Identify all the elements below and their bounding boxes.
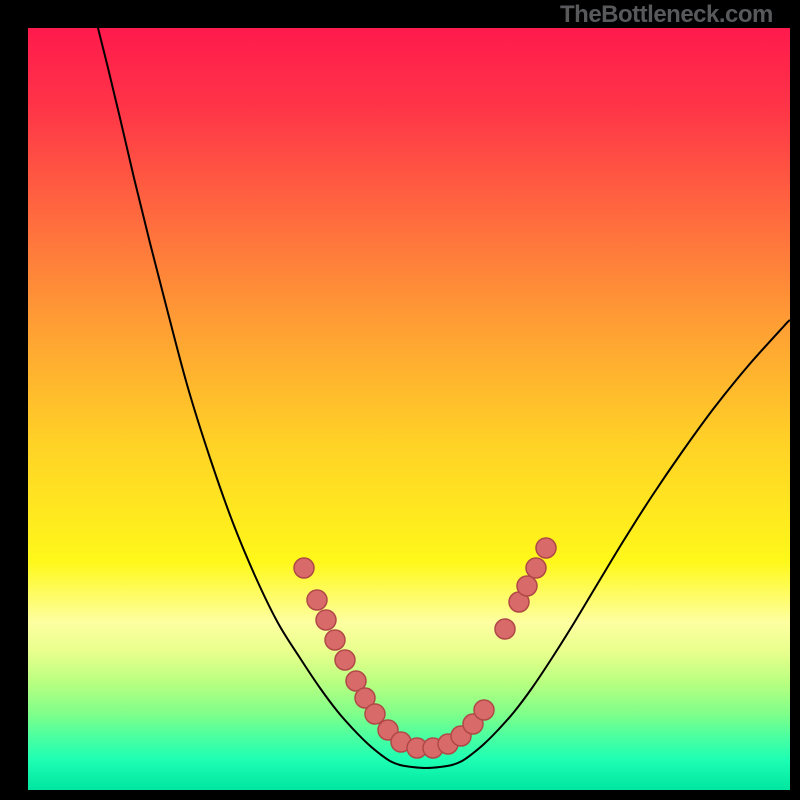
data-marker bbox=[316, 610, 336, 630]
watermark-text: TheBottleneck.com bbox=[560, 1, 773, 29]
gradient-background bbox=[28, 28, 790, 790]
data-marker bbox=[294, 558, 314, 578]
data-marker bbox=[325, 630, 345, 650]
data-marker bbox=[495, 619, 515, 639]
data-marker bbox=[536, 538, 556, 558]
chart-plot-area bbox=[28, 28, 790, 790]
data-marker bbox=[307, 590, 327, 610]
data-marker bbox=[335, 650, 355, 670]
chart-svg bbox=[28, 28, 790, 790]
data-marker bbox=[517, 576, 537, 596]
data-marker bbox=[526, 558, 546, 578]
data-marker bbox=[474, 700, 494, 720]
data-marker bbox=[365, 704, 385, 724]
